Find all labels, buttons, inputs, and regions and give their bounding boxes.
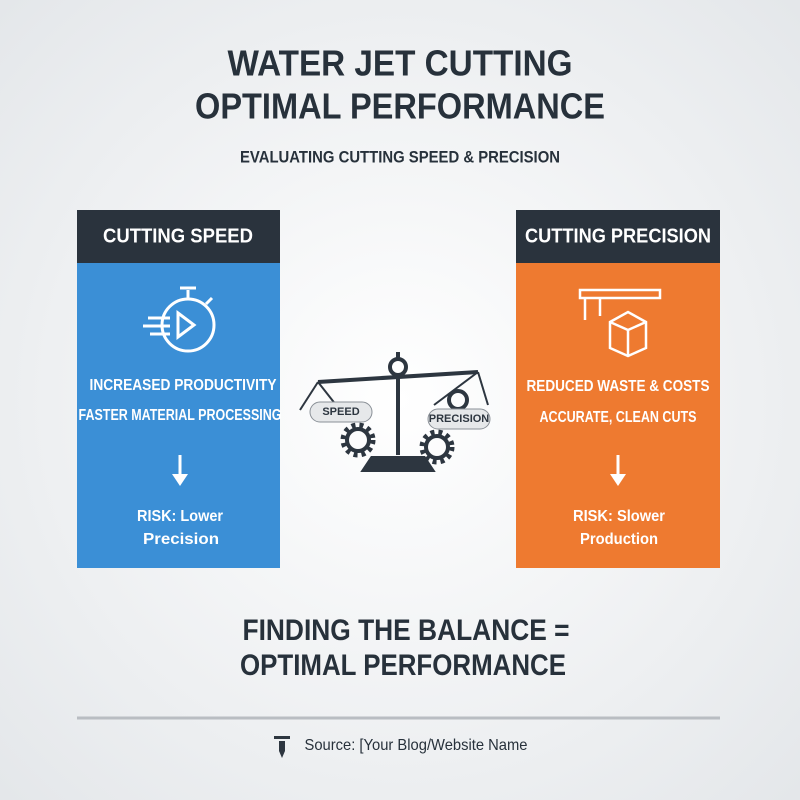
benefit: FASTER MATERIAL PROCESSING: [79, 407, 282, 424]
panel-header: [77, 210, 280, 263]
conclusion: FINDING THE BALANCE =: [243, 614, 570, 647]
caliper-icon: [578, 288, 662, 358]
conclusion: OPTIMAL PERFORMANCE: [240, 649, 566, 682]
risk: Precision: [143, 531, 219, 548]
benefit: REDUCED WASTE & COSTS: [527, 378, 710, 395]
subtitle: EVALUATING CUTTING SPEED & PRECISION: [240, 147, 560, 166]
down-arrow: [610, 455, 626, 486]
risk: Production: [580, 531, 658, 548]
benefit: ACCURATE, CLEAN CUTS: [540, 409, 697, 426]
benefit: INCREASED PRODUCTIVITY: [90, 377, 277, 394]
source: Source: [Your Blog/Website Name: [305, 737, 528, 754]
risk: RISK: Slower: [573, 508, 665, 525]
pan: [427, 408, 491, 430]
scale-label: SPEED: [322, 406, 359, 418]
stopwatch-icon: [143, 286, 216, 353]
balance-scale: [299, 352, 489, 472]
title: OPTIMAL PERFORMANCE: [195, 86, 605, 127]
panel-title: CUTTING PRECISION: [525, 225, 711, 247]
pan: [309, 401, 373, 423]
scale-label: PRECISION: [429, 413, 490, 425]
down-arrow: [172, 455, 188, 486]
risk: RISK: Lower: [137, 508, 223, 525]
title: WATER JET CUTTING: [228, 43, 573, 84]
panel-title: CUTTING SPEED: [103, 225, 253, 247]
panel-header: [516, 210, 720, 263]
panel-body: [516, 263, 720, 568]
source-icon: [274, 736, 290, 758]
